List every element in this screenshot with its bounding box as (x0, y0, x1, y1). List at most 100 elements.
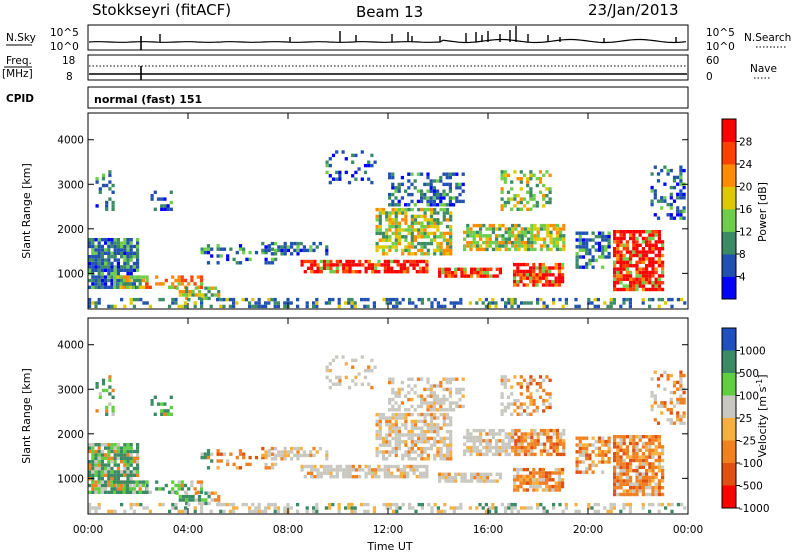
power-cell (575, 251, 579, 256)
power-cell (329, 270, 333, 274)
power-cell (520, 244, 524, 248)
velocity-cell (203, 452, 207, 456)
power-cell (682, 196, 686, 200)
power-cell (200, 250, 204, 255)
velocity-cell (482, 452, 486, 457)
power-cell (548, 173, 552, 177)
power-cell (545, 194, 549, 198)
power-cell (656, 199, 661, 203)
velocity-cell (422, 464, 426, 469)
velocity-cell (150, 402, 154, 406)
velocity-cell (358, 468, 362, 472)
velocity-cell (345, 475, 349, 479)
power-cell (375, 214, 379, 219)
power-cell (123, 241, 127, 245)
power-cell (116, 238, 120, 242)
velocity-cell (132, 480, 136, 484)
velocity-cell (507, 452, 511, 457)
power-cell (166, 207, 170, 211)
velocity-cell (107, 443, 111, 447)
velocity-cell (432, 408, 436, 412)
power-cell (585, 245, 589, 249)
velocity-cell (248, 506, 252, 510)
velocity-cell (342, 468, 346, 472)
velocity-cell (420, 404, 424, 409)
velocity-cell (590, 506, 594, 510)
velocity-cell (629, 492, 633, 497)
power-cell (391, 203, 395, 207)
power-cell (514, 240, 518, 245)
power-cell (136, 258, 140, 262)
power-cell (413, 203, 417, 207)
power-cell (219, 254, 223, 258)
velocity-cell (354, 475, 359, 479)
velocity-cell (394, 446, 398, 451)
velocity-cell (622, 472, 626, 476)
power-cell (445, 175, 449, 180)
power-cell (629, 270, 633, 275)
power-cell (107, 268, 111, 272)
velocity-cell (653, 394, 657, 398)
power-cell (136, 261, 140, 266)
power-cell (676, 213, 680, 217)
velocity-cell (335, 375, 339, 380)
velocity-cell (577, 509, 581, 514)
power-cell (601, 234, 605, 239)
velocity-cell (391, 446, 395, 451)
power-cell (420, 189, 424, 193)
power-cell (651, 297, 655, 302)
velocity-cell (312, 453, 316, 458)
power-cell (552, 237, 556, 241)
power-cell (322, 263, 327, 267)
power-cell (111, 207, 115, 211)
velocity-cell (120, 456, 124, 460)
velocity-cell (616, 472, 620, 476)
power-cell (410, 192, 414, 197)
velocity-cell (325, 365, 329, 369)
power-cell (97, 265, 101, 269)
power-cell (254, 304, 258, 309)
velocity-cell (629, 441, 633, 446)
power-cell (669, 202, 673, 207)
power-cell (604, 245, 608, 249)
power-cell (460, 274, 464, 278)
velocity-cell (491, 506, 495, 510)
power-cell (91, 261, 95, 266)
velocity-cell (445, 443, 450, 447)
velocity-cell (554, 488, 558, 492)
power-cell (120, 248, 124, 252)
velocity-cell (679, 394, 683, 398)
power-cell (354, 170, 358, 175)
power-cell (445, 172, 449, 176)
velocity-cell (136, 453, 140, 457)
velocity-cell (116, 483, 120, 488)
power-cell (641, 270, 645, 275)
velocity-cell (420, 457, 424, 461)
velocity-cell (488, 445, 492, 450)
velocity-cell (91, 449, 95, 454)
power-cell (104, 285, 108, 289)
velocity-cell (388, 502, 392, 507)
velocity-cell (325, 457, 329, 461)
velocity-cell (460, 476, 464, 480)
velocity-cell (354, 468, 359, 472)
power-cell (475, 301, 479, 305)
velocity-cell (136, 483, 140, 488)
velocity-cell (366, 509, 370, 514)
velocity-cell (653, 401, 657, 405)
velocity-cell (316, 468, 320, 472)
velocity-cell (145, 506, 149, 510)
velocity-cell (270, 502, 274, 507)
velocity-cell (461, 404, 465, 409)
velocity-cell (485, 432, 489, 436)
power-cell (648, 281, 652, 285)
power-cell (110, 241, 114, 245)
velocity-cell (116, 473, 120, 477)
velocity-cell (596, 502, 600, 507)
station-title: Stokkseyri (fitACF) (92, 1, 231, 19)
power-cell (418, 266, 423, 270)
power-cell (385, 297, 389, 302)
velocity-cell (364, 464, 368, 469)
velocity-cell (575, 456, 579, 461)
velocity-cell (543, 428, 547, 433)
